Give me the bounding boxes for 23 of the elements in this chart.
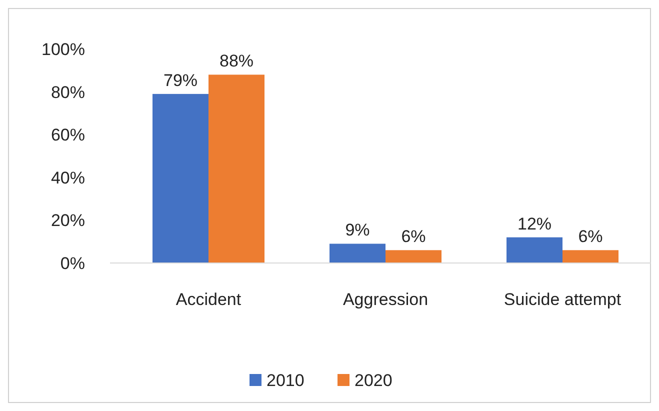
legend-label: 2010 <box>266 371 304 390</box>
text: 79% <box>163 70 198 90</box>
x-tick-label: Suicide attempt <box>504 290 622 309</box>
bar <box>386 250 442 263</box>
y-tick-label: 100% <box>42 40 85 59</box>
text: 6% <box>401 227 426 246</box>
y-tick-label: 40% <box>50 168 85 188</box>
bar <box>330 244 386 263</box>
x-tick-label: Aggression <box>342 290 428 309</box>
text: 9% <box>345 220 370 240</box>
y-tick-label: 0% <box>60 254 85 273</box>
bar <box>562 250 618 263</box>
bar <box>152 94 208 263</box>
legend-label: 2020 <box>354 371 392 390</box>
x-tick-label: Accident <box>176 290 242 309</box>
bar <box>208 74 264 263</box>
y-tick-label: 60% <box>50 126 85 145</box>
bar <box>506 237 562 263</box>
y-tick-label: 80% <box>50 82 85 102</box>
y-tick-label: 20% <box>50 211 85 230</box>
text: 88% <box>219 52 254 71</box>
text: 12% <box>517 214 552 234</box>
text: 6% <box>578 227 603 246</box>
